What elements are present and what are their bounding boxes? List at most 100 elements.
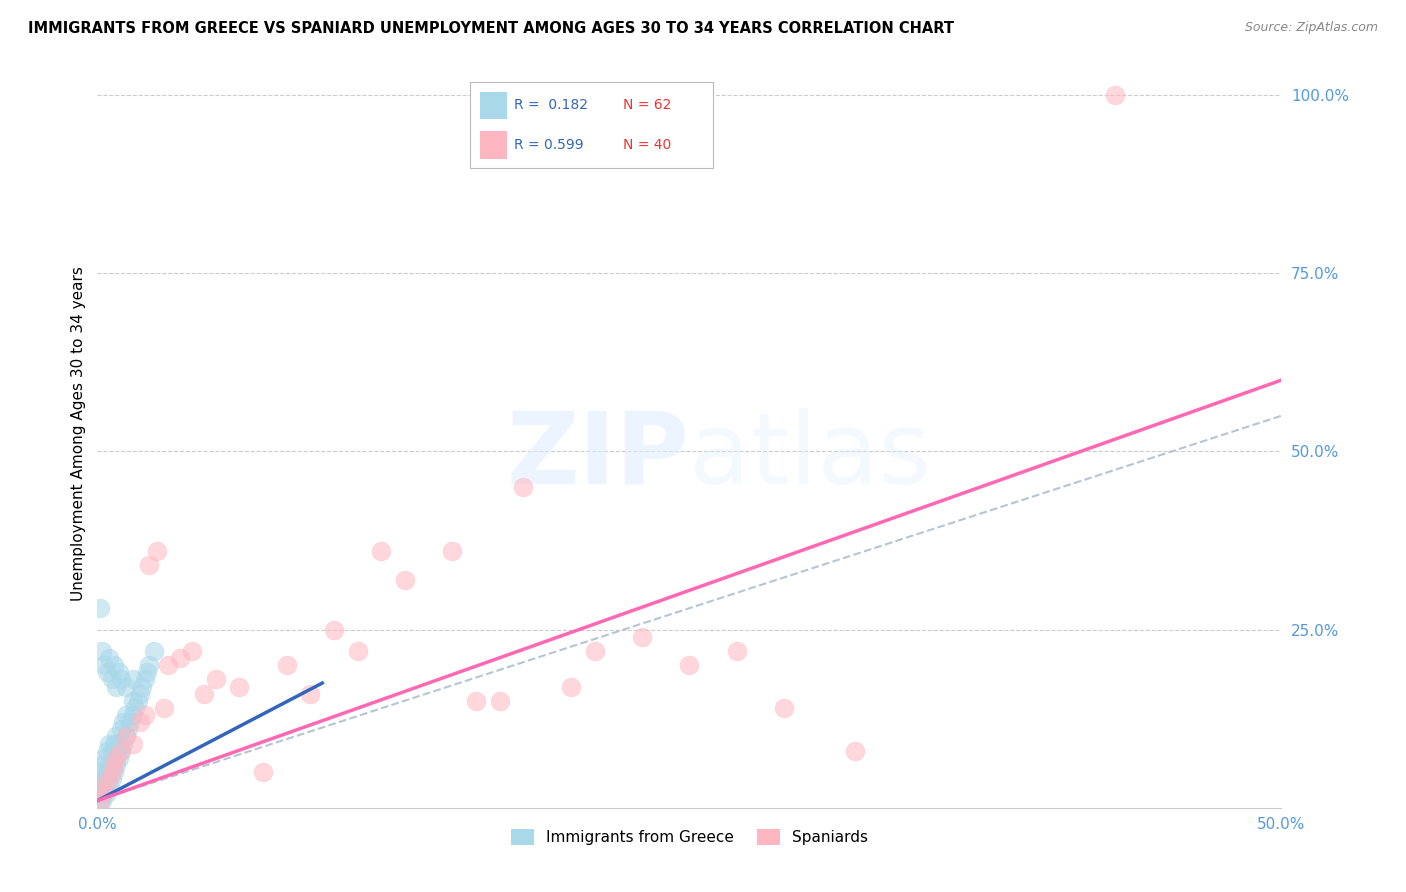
Point [394, 573, 416, 587]
Point [276, 658, 298, 673]
Point [100, 744, 122, 758]
Point [96, 765, 118, 780]
Point [299, 687, 322, 701]
Point [91, 758, 114, 772]
Point [512, 480, 534, 494]
Point [98, 758, 121, 772]
Point [91, 644, 114, 658]
Point [91, 780, 114, 794]
Point [105, 758, 128, 772]
Point [1104, 88, 1126, 103]
Point [138, 558, 160, 573]
Point [136, 665, 159, 680]
Point [134, 673, 156, 687]
Point [103, 765, 125, 780]
Point [93, 658, 115, 673]
Point [110, 723, 132, 737]
Point [105, 751, 128, 765]
Point [323, 623, 346, 637]
Point [121, 708, 143, 723]
Point [129, 715, 152, 730]
Point [678, 658, 700, 673]
Point [103, 658, 125, 673]
Point [98, 765, 121, 780]
Point [117, 723, 139, 737]
Point [181, 644, 204, 658]
Point [169, 651, 191, 665]
Point [98, 651, 121, 665]
Text: Source: ZipAtlas.com: Source: ZipAtlas.com [1244, 21, 1378, 34]
Point [98, 737, 121, 751]
Point [110, 744, 132, 758]
Point [98, 772, 121, 787]
Point [89, 794, 111, 808]
Point [103, 758, 125, 772]
Point [252, 765, 274, 780]
Point [121, 694, 143, 708]
Point [773, 701, 796, 715]
Point [100, 765, 122, 780]
Point [560, 680, 582, 694]
Point [138, 658, 160, 673]
Y-axis label: Unemployment Among Ages 30 to 34 years: Unemployment Among Ages 30 to 34 years [72, 266, 86, 601]
Point [89, 780, 111, 794]
Point [112, 715, 135, 730]
Point [121, 737, 143, 751]
Point [100, 758, 122, 772]
Point [725, 644, 748, 658]
Point [91, 772, 114, 787]
Point [100, 772, 122, 787]
Point [103, 751, 125, 765]
Point [131, 680, 153, 694]
Text: atlas: atlas [689, 408, 931, 505]
Point [120, 715, 142, 730]
Point [228, 680, 250, 694]
Point [631, 630, 654, 644]
Point [193, 687, 215, 701]
Point [89, 601, 111, 615]
Point [110, 673, 132, 687]
Point [441, 544, 464, 558]
Point [91, 787, 114, 801]
Point [107, 737, 129, 751]
Point [105, 744, 128, 758]
Point [145, 544, 167, 558]
Point [134, 708, 156, 723]
Text: ZIP: ZIP [506, 408, 689, 505]
Point [103, 737, 125, 751]
Point [96, 772, 118, 787]
Point [143, 644, 166, 658]
Point [93, 780, 115, 794]
Point [91, 787, 114, 801]
Point [129, 687, 152, 701]
Point [89, 794, 111, 808]
Point [96, 665, 118, 680]
Point [105, 680, 128, 694]
Point [98, 780, 121, 794]
Point [107, 665, 129, 680]
Point [93, 751, 115, 765]
Point [157, 658, 180, 673]
Point [583, 644, 606, 658]
Point [844, 744, 866, 758]
Point [114, 730, 136, 744]
Point [89, 787, 111, 801]
Point [114, 680, 136, 694]
Legend: Immigrants from Greece, Spaniards: Immigrants from Greece, Spaniards [510, 829, 868, 845]
Point [105, 730, 128, 744]
Point [93, 772, 115, 787]
Point [100, 673, 122, 687]
Point [121, 673, 143, 687]
Point [89, 765, 111, 780]
Point [114, 708, 136, 723]
Point [110, 744, 132, 758]
Point [152, 701, 174, 715]
Point [204, 673, 226, 687]
Point [370, 544, 392, 558]
Point [488, 694, 510, 708]
Point [91, 794, 114, 808]
Point [114, 730, 136, 744]
Point [465, 694, 488, 708]
Point [96, 744, 118, 758]
Point [346, 644, 368, 658]
